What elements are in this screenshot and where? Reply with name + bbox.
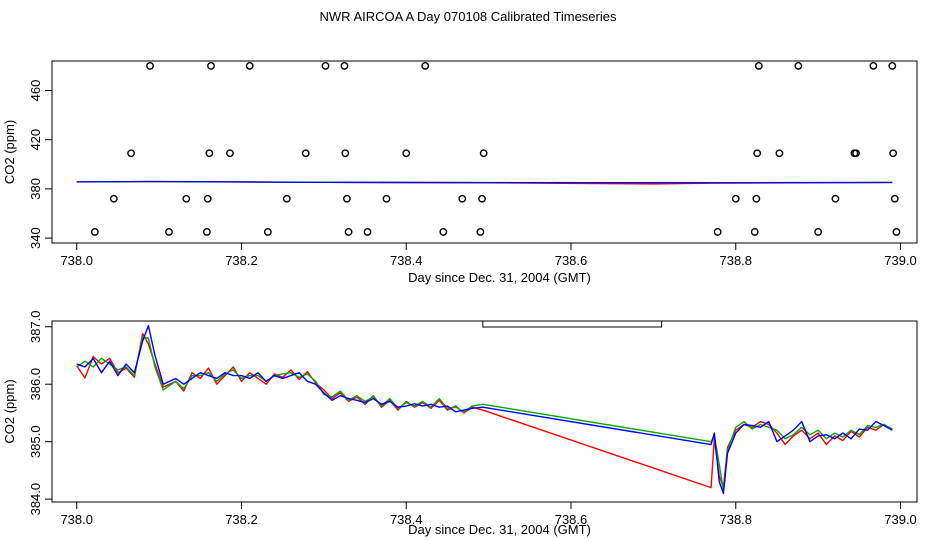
data-point [109,194,118,203]
series-line-2 [76,336,893,492]
x-tick-label: 738.6 [555,512,588,527]
data-point [344,228,353,236]
data-point [205,149,214,158]
y-tick-label: 380 [28,178,43,200]
x-axis-label: Day since Dec. 31, 2004 (GMT) [408,270,591,285]
data-point [869,62,878,70]
y-tick-label: 460 [28,80,43,102]
x-tick-label: 739.0 [884,253,917,268]
data-point [458,194,467,203]
y-tick-label: 386.0 [28,368,43,401]
x-tick-label: 738.2 [225,253,258,268]
data-point [439,228,448,236]
data-point [165,228,173,236]
data-point [889,149,898,158]
gap-bracket [482,321,663,328]
trace-line-3 [76,180,893,184]
plot-frame [51,320,918,503]
series-line-1 [76,332,893,489]
data-point [90,228,99,236]
data-point [421,62,430,70]
data-point [341,149,350,158]
data-point [814,228,823,236]
data-point [321,62,330,70]
x-tick-label: 738.0 [60,253,93,268]
series-line-3 [76,324,893,495]
plot-frame [51,60,918,244]
y-tick-label: 385.0 [28,425,43,458]
data-point [476,228,485,236]
x-tick-label: 738.4 [390,253,423,268]
y-tick-label: 387.0 [28,310,43,343]
y-tick-label: 420 [28,129,43,151]
data-point [892,228,901,236]
data-point [207,62,215,70]
data-point [794,62,803,70]
x-axis-label: Day since Dec. 31, 2004 (GMT) [408,522,591,537]
x-tick-label: 738.0 [60,512,93,527]
y-tick-label: 340 [28,227,43,249]
data-point [888,62,897,70]
data-point [343,194,351,203]
x-tick-label: 739.0 [884,512,917,527]
data-point [775,149,784,158]
data-point [479,149,488,158]
data-point [402,149,411,158]
data-point [363,228,372,236]
panel-1: 738.0 738.2 738.4 738.6 738.8 739.0 340 380 420 4… [2,60,918,285]
data-point [382,194,391,203]
data-point [282,194,291,203]
data-point [263,228,272,236]
data-point [340,62,349,70]
data-point [753,149,762,158]
y-tick-label: 384.0 [28,483,43,516]
data-point [146,62,154,70]
data-point [301,149,310,158]
data-point [478,194,486,203]
y-axis-label: CO2 (ppm) [2,379,17,443]
data-point [731,194,740,203]
data-point [713,228,722,236]
x-tick-label: 738.6 [555,253,588,268]
data-point [127,149,135,158]
x-tick-label: 738.8 [719,253,752,268]
data-point [203,194,212,203]
data-point [754,62,763,70]
chart-title: NWR AIRCOA A Day 070108 Calibrated Times… [319,9,617,24]
x-tick-label: 738.2 [225,512,258,527]
data-point [226,149,234,158]
x-tick-label: 738.4 [390,512,423,527]
data-point [202,228,211,236]
y-axis-label: CO2 (ppm) [2,120,17,184]
data-point [752,194,761,203]
data-point [245,62,254,70]
data-point [750,228,759,236]
x-tick-label: 738.8 [719,512,752,527]
panel-2: 738.0 738.2 738.4 738.6 738.8 739.0 384.0 385.0… [2,310,918,537]
data-point [890,194,899,203]
data-point [182,194,191,203]
data-point [831,194,840,203]
data-point [852,149,860,158]
